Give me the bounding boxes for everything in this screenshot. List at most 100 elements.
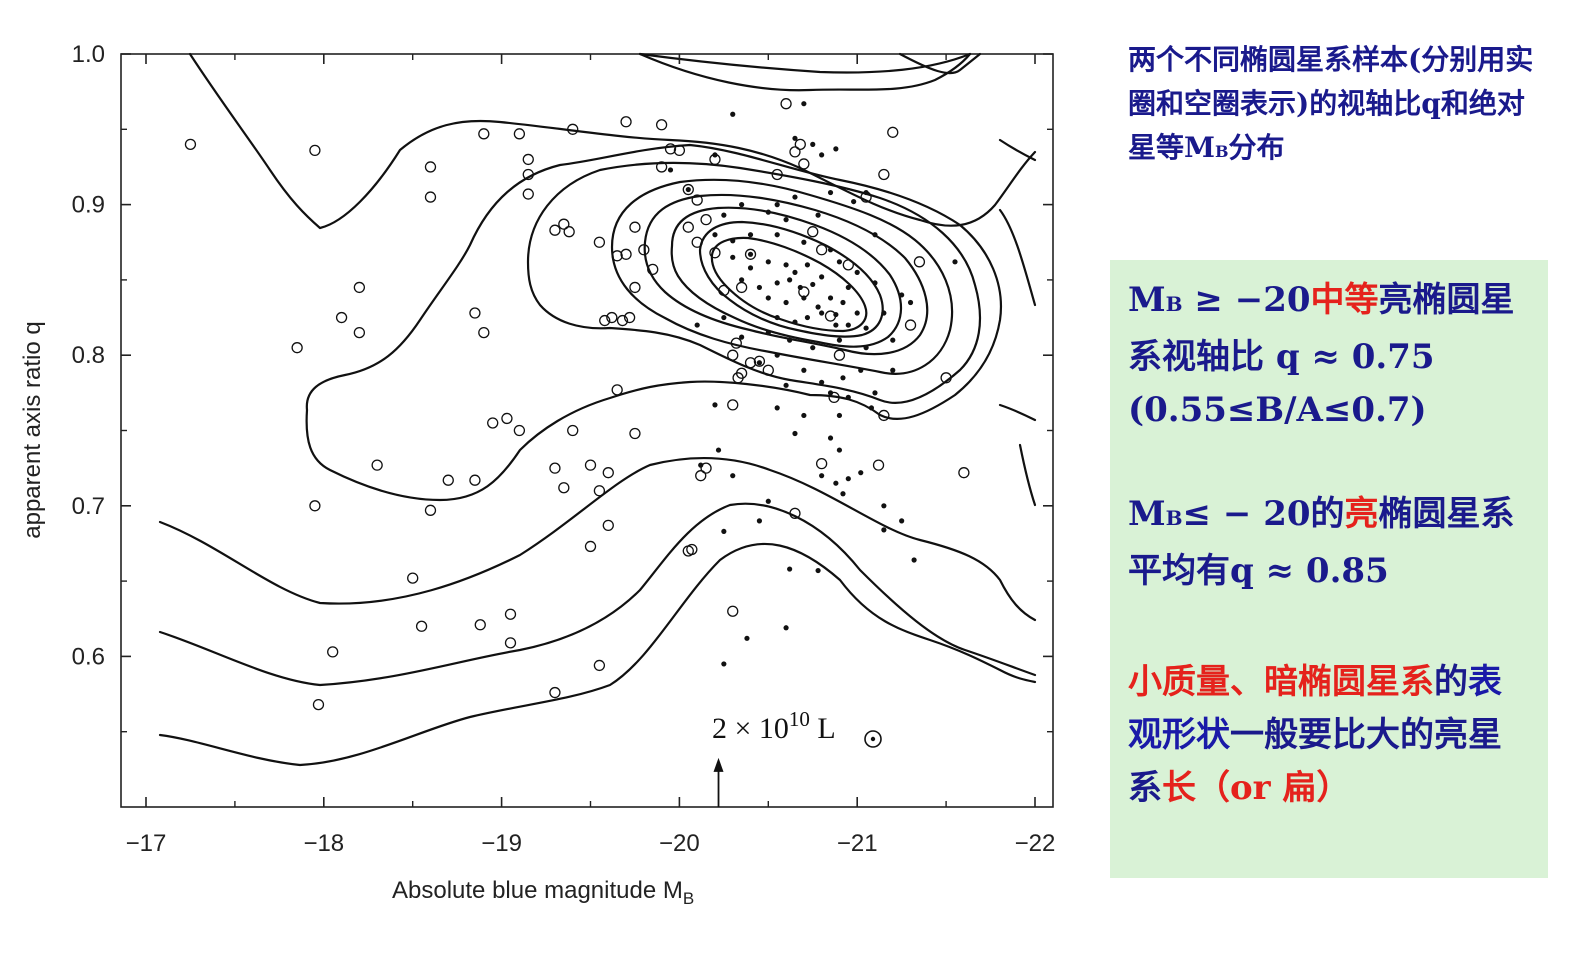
open-circle-point xyxy=(807,226,819,238)
y-tick-label: 0.6 xyxy=(72,643,105,670)
filled-dot-point xyxy=(833,146,839,152)
open-circle-point xyxy=(558,482,570,494)
open-circle-point xyxy=(794,138,806,151)
filled-dot-point xyxy=(868,405,875,411)
contour-line xyxy=(638,52,972,92)
open-circle-point xyxy=(309,500,321,512)
open-circle-point xyxy=(887,126,899,138)
filled-dot-point xyxy=(819,379,825,385)
filled-dot-point xyxy=(730,238,736,244)
open-circle-point xyxy=(686,543,698,556)
filled-dot-point xyxy=(840,491,846,497)
contour-line xyxy=(643,193,929,356)
x-tick-label: −22 xyxy=(1015,830,1056,857)
filled-dot-point xyxy=(899,292,905,298)
filled-dot-point xyxy=(810,141,816,147)
filled-dot-point xyxy=(739,334,745,340)
filled-dot-point xyxy=(801,412,807,419)
filled-dot-point xyxy=(872,232,878,238)
open-circle-point xyxy=(513,424,526,437)
annotation-text: 2 × 1010 L xyxy=(712,707,836,745)
open-circle-point xyxy=(655,119,668,131)
filled-dot-point xyxy=(827,390,834,396)
contour-line xyxy=(188,52,1037,230)
open-circle-point xyxy=(691,194,703,206)
open-circle-point xyxy=(522,168,534,181)
filled-dot-point xyxy=(739,277,745,283)
contour-line xyxy=(898,52,982,75)
open-circle-point xyxy=(940,372,952,384)
filled-dot-point xyxy=(845,394,851,400)
filled-dot-point xyxy=(744,635,750,641)
filled-dot-point xyxy=(836,259,843,265)
open-circle-point xyxy=(291,342,303,354)
sun-symbol-dot xyxy=(870,736,876,742)
open-circle-point xyxy=(815,457,828,470)
filled-dot-point xyxy=(792,269,798,275)
tick-labels: −17 −18 −19 −20 −21 −22 0.6 0.7 0.8 0.9 1.0 xyxy=(72,41,1056,857)
contour-line xyxy=(638,52,972,74)
open-circle-point xyxy=(549,462,561,474)
filled-dot-point xyxy=(801,239,807,245)
open-circle-point xyxy=(700,462,712,474)
contour-line xyxy=(998,208,1037,307)
filled-dot-point xyxy=(774,405,780,411)
filled-dot-point xyxy=(739,202,745,208)
contour-line xyxy=(526,161,982,404)
filled-dot-point xyxy=(792,194,798,200)
x-tick-label: −19 xyxy=(481,830,522,857)
contour-line xyxy=(710,236,868,333)
y-tick-label: 0.9 xyxy=(72,192,105,219)
filled-dot-point xyxy=(872,280,878,286)
open-circle-point xyxy=(727,349,739,361)
filled-dot-point xyxy=(801,101,807,107)
filled-dot-point xyxy=(774,232,780,238)
open-circle-point xyxy=(700,214,712,226)
open-circle-point xyxy=(727,605,739,617)
open-circle-point xyxy=(682,221,694,233)
filled-dot-point xyxy=(747,265,754,271)
filled-dot-point xyxy=(833,480,839,486)
filled-dot-point xyxy=(836,337,843,343)
open-circle-point xyxy=(602,467,614,479)
filled-dot-point xyxy=(792,319,798,325)
filled-dot-point xyxy=(872,390,878,396)
x-axis-label: Absolute blue magnitude MB xyxy=(392,877,694,908)
open-circle-point xyxy=(753,355,766,367)
open-circle-point xyxy=(611,384,623,396)
open-circle-point xyxy=(695,470,707,482)
filled-dot-point xyxy=(815,304,821,310)
open-circle-point xyxy=(584,459,597,471)
open-circle-point xyxy=(513,128,526,140)
plot-frame xyxy=(120,53,1054,808)
filled-dot-point xyxy=(721,212,727,218)
open-circle-point xyxy=(842,259,854,271)
open-circle-point xyxy=(638,244,650,256)
contour-line xyxy=(610,178,954,375)
open-circle-point xyxy=(371,459,383,471)
filled-dot-point xyxy=(881,310,887,316)
filled-dot-point xyxy=(712,232,718,238)
contour-line xyxy=(698,220,884,338)
filled-dot-point xyxy=(836,447,843,453)
filled-dot-point xyxy=(787,566,793,572)
filled-dot-point xyxy=(712,152,718,158)
data-points xyxy=(184,98,970,711)
open-circle-point xyxy=(815,244,828,256)
filled-dot-point xyxy=(845,322,851,328)
filled-dot-point xyxy=(836,412,843,419)
contour-line xyxy=(998,403,1037,422)
filled-dot-point xyxy=(721,314,727,321)
y-axis-label: apparent axis ratio q xyxy=(19,321,46,538)
x-tick-label: −21 xyxy=(837,830,878,857)
open-circle-point xyxy=(682,183,694,196)
filled-dot-point xyxy=(730,254,736,260)
filled-dot-point xyxy=(756,284,763,291)
open-circle-point xyxy=(415,620,428,632)
filled-dot-point xyxy=(854,269,860,275)
open-circle-point xyxy=(611,250,623,262)
filled-dot-point xyxy=(783,382,789,388)
open-circle-point xyxy=(762,364,774,376)
filled-dot-point xyxy=(851,198,857,205)
open-circle-point xyxy=(730,337,742,349)
